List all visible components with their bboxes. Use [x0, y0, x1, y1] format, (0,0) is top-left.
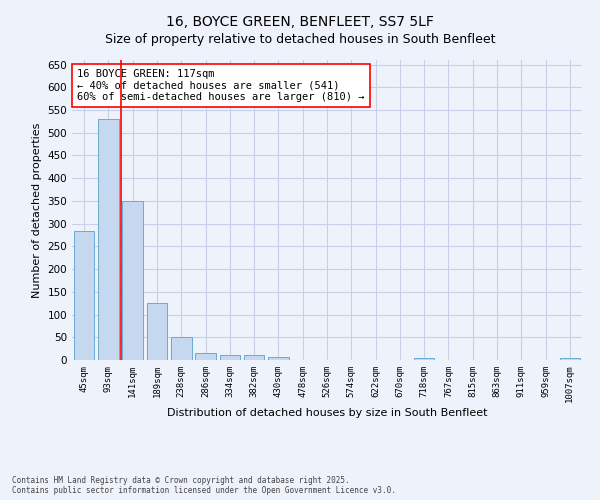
Bar [560, 358, 580, 360]
Text: 16 BOYCE GREEN: 117sqm
← 40% of detached houses are smaller (541)
60% of semi-de: 16 BOYCE GREEN: 117sqm ← 40% of detached… [77, 69, 365, 102]
Bar [74, 232, 94, 360]
Bar [220, 354, 240, 360]
Bar [268, 357, 289, 360]
Text: Contains HM Land Registry data © Crown copyright and database right 2025.
Contai: Contains HM Land Registry data © Crown c… [12, 476, 396, 495]
X-axis label: Distribution of detached houses by size in South Benfleet: Distribution of detached houses by size … [167, 408, 487, 418]
Bar [171, 338, 191, 360]
Text: Size of property relative to detached houses in South Benfleet: Size of property relative to detached ho… [105, 32, 495, 46]
Bar [122, 201, 143, 360]
Bar [146, 303, 167, 360]
Y-axis label: Number of detached properties: Number of detached properties [32, 122, 42, 298]
Bar [414, 358, 434, 360]
Bar [98, 119, 119, 360]
Text: 16, BOYCE GREEN, BENFLEET, SS7 5LF: 16, BOYCE GREEN, BENFLEET, SS7 5LF [166, 15, 434, 29]
Bar [195, 353, 216, 360]
Bar [244, 356, 265, 360]
